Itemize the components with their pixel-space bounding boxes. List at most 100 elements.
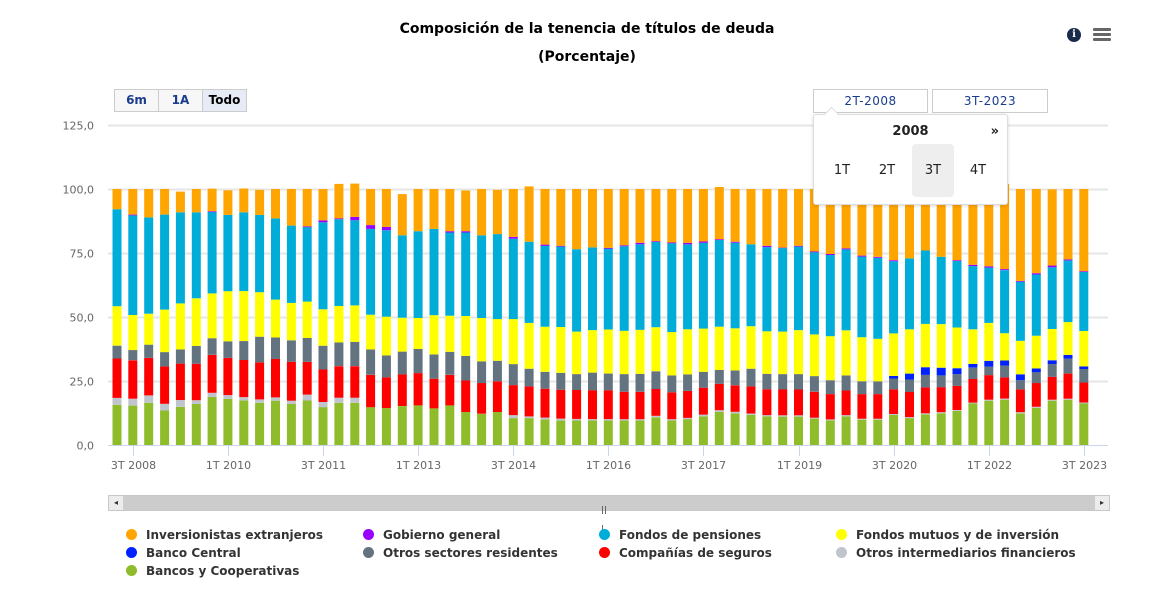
bar-segment[interactable] bbox=[572, 331, 582, 375]
bar-segment[interactable] bbox=[635, 373, 645, 392]
bar-segment[interactable] bbox=[857, 419, 867, 445]
bar-segment[interactable] bbox=[984, 375, 994, 400]
bar-segment[interactable] bbox=[873, 418, 883, 420]
bar-segment[interactable] bbox=[540, 417, 550, 420]
bar-segment[interactable] bbox=[445, 189, 455, 232]
bar-segment[interactable] bbox=[857, 337, 867, 382]
bar-segment[interactable] bbox=[175, 191, 185, 213]
bar-segment[interactable] bbox=[160, 410, 170, 445]
bar-segment[interactable] bbox=[429, 315, 439, 355]
bar-segment[interactable] bbox=[413, 189, 423, 232]
bar-segment[interactable] bbox=[477, 361, 487, 384]
bar-segment[interactable] bbox=[397, 406, 407, 445]
bar-segment[interactable] bbox=[1047, 267, 1057, 329]
bar-segment[interactable] bbox=[857, 418, 867, 420]
bar-segment[interactable] bbox=[572, 249, 582, 332]
bar-segment[interactable] bbox=[508, 236, 518, 239]
bar-segment[interactable] bbox=[857, 381, 867, 395]
bar-segment[interactable] bbox=[334, 183, 344, 219]
bar-segment[interactable] bbox=[936, 413, 946, 445]
bar-segment[interactable] bbox=[746, 386, 756, 414]
bar-segment[interactable] bbox=[936, 387, 946, 413]
bar-segment[interactable] bbox=[540, 419, 550, 445]
bar-segment[interactable] bbox=[920, 414, 930, 445]
bar-segment[interactable] bbox=[809, 376, 819, 392]
bar-segment[interactable] bbox=[936, 367, 946, 376]
bar-segment[interactable] bbox=[191, 404, 201, 445]
bar-segment[interactable] bbox=[889, 333, 899, 376]
bar-segment[interactable] bbox=[603, 420, 613, 445]
bar-segment[interactable] bbox=[809, 418, 819, 445]
bar-segment[interactable] bbox=[746, 413, 756, 415]
bar-segment[interactable] bbox=[508, 385, 518, 416]
bar-segment[interactable] bbox=[191, 400, 201, 404]
bar-segment[interactable] bbox=[207, 188, 217, 212]
bar-segment[interactable] bbox=[588, 390, 597, 420]
bar-segment[interactable] bbox=[683, 391, 693, 418]
bar-segment[interactable] bbox=[461, 316, 471, 356]
bar-segment[interactable] bbox=[968, 329, 978, 364]
bar-segment[interactable] bbox=[572, 418, 582, 421]
bar-segment[interactable] bbox=[730, 411, 740, 414]
bar-segment[interactable] bbox=[144, 313, 154, 345]
bar-segment[interactable] bbox=[302, 338, 312, 362]
bar-segment[interactable] bbox=[920, 387, 930, 414]
bar-segment[interactable] bbox=[778, 248, 788, 332]
bar-segment[interactable] bbox=[207, 212, 217, 294]
bar-segment[interactable] bbox=[920, 367, 930, 375]
bar-segment[interactable] bbox=[128, 360, 138, 399]
bar-segment[interactable] bbox=[984, 360, 994, 367]
bar-segment[interactable] bbox=[112, 404, 122, 445]
bar-segment[interactable] bbox=[588, 247, 597, 331]
bar-segment[interactable] bbox=[413, 349, 423, 374]
bar-segment[interactable] bbox=[1031, 368, 1041, 373]
bar-segment[interactable] bbox=[1047, 399, 1057, 401]
bar-segment[interactable] bbox=[936, 375, 946, 388]
bar-segment[interactable] bbox=[936, 412, 946, 414]
bar-segment[interactable] bbox=[350, 341, 360, 367]
picker-quarter-2t[interactable]: 2T bbox=[878, 163, 896, 178]
bar-segment[interactable] bbox=[492, 319, 502, 361]
bar-segment[interactable] bbox=[302, 227, 312, 302]
bar-segment[interactable] bbox=[524, 416, 534, 419]
bar-segment[interactable] bbox=[1000, 269, 1010, 271]
bar-segment[interactable] bbox=[445, 405, 455, 445]
bar-segment[interactable] bbox=[271, 337, 280, 360]
bar-segment[interactable] bbox=[1047, 364, 1057, 377]
bar-segment[interactable] bbox=[920, 323, 930, 368]
bar-segment[interactable] bbox=[936, 256, 946, 325]
bar-segment[interactable] bbox=[1031, 189, 1041, 274]
bar-segment[interactable] bbox=[461, 380, 471, 413]
bar-segment[interactable] bbox=[905, 329, 914, 374]
bar-segment[interactable] bbox=[825, 255, 835, 337]
bar-segment[interactable] bbox=[445, 351, 455, 375]
bar-segment[interactable] bbox=[968, 402, 978, 404]
bar-segment[interactable] bbox=[714, 410, 724, 412]
bar-segment[interactable] bbox=[302, 189, 312, 227]
bar-segment[interactable] bbox=[112, 358, 122, 398]
bar-segment[interactable] bbox=[540, 244, 550, 246]
bar-segment[interactable] bbox=[667, 243, 677, 333]
bar-segment[interactable] bbox=[873, 419, 883, 445]
bar-segment[interactable] bbox=[255, 214, 265, 293]
bar-segment[interactable] bbox=[175, 406, 185, 445]
bar-segment[interactable] bbox=[429, 408, 439, 445]
bar-segment[interactable] bbox=[984, 400, 994, 445]
bar-segment[interactable] bbox=[508, 415, 518, 419]
bar-segment[interactable] bbox=[1031, 273, 1041, 275]
bar-segment[interactable] bbox=[556, 189, 566, 246]
bar-segment[interactable] bbox=[730, 328, 740, 371]
bar-segment[interactable] bbox=[952, 374, 962, 386]
bar-segment[interactable] bbox=[239, 188, 249, 213]
bar-segment[interactable] bbox=[667, 419, 677, 421]
bar-segment[interactable] bbox=[318, 345, 328, 370]
bar-segment[interactable] bbox=[889, 188, 899, 261]
bar-segment[interactable] bbox=[698, 416, 708, 445]
bar-segment[interactable] bbox=[619, 245, 629, 247]
bar-segment[interactable] bbox=[397, 235, 407, 318]
bar-segment[interactable] bbox=[1015, 340, 1025, 375]
bar-segment[interactable] bbox=[381, 189, 391, 227]
info-icon[interactable]: i bbox=[1067, 28, 1081, 42]
bar-segment[interactable] bbox=[1063, 358, 1073, 374]
bar-segment[interactable] bbox=[445, 374, 455, 406]
